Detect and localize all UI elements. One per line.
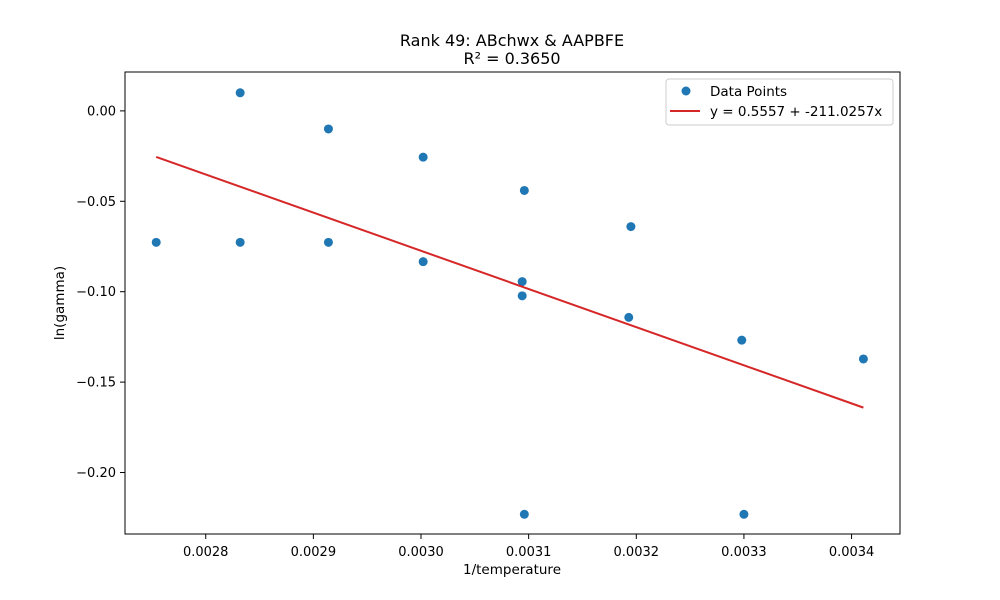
data-point (235, 237, 245, 247)
y-tick-label: 0.00 (87, 104, 116, 119)
y-tick-label: −0.15 (76, 376, 116, 391)
x-tick-label: 0.0032 (614, 545, 660, 560)
legend: Data Points y = 0.5557 + -211.0257x (665, 78, 894, 126)
y-tick-label: −0.20 (76, 466, 116, 481)
x-tick-label: 0.0033 (721, 545, 767, 560)
data-point (323, 237, 333, 247)
x-tick-label: 0.0029 (291, 545, 337, 560)
regression-line (155, 155, 864, 409)
x-axis-ticks: 0.0028 0.0029 0.0030 0.0031 0.0032 0.0033 0.00… (183, 534, 874, 560)
legend-marker-data-points (681, 86, 691, 96)
x-tick-label: 0.0030 (398, 545, 444, 560)
data-point (418, 152, 428, 162)
data-point (517, 291, 527, 301)
data-point (519, 185, 529, 195)
legend-label-fit-line: y = 0.5557 + -211.0257x (710, 104, 882, 120)
data-point (235, 88, 245, 98)
x-tick-label: 0.0034 (829, 545, 875, 560)
x-tick-label: 0.0028 (183, 545, 229, 560)
data-point (737, 335, 747, 345)
data-point (858, 354, 868, 364)
y-tick-label: −0.10 (76, 285, 116, 300)
data-point (624, 312, 634, 322)
chart-title: Rank 49: ABchwx & AAPBFE (400, 31, 624, 50)
data-point (739, 509, 749, 519)
legend-box (665, 78, 894, 126)
data-point (517, 277, 527, 287)
data-point (519, 509, 529, 519)
plot-frame (124, 71, 901, 535)
data-point (323, 124, 333, 134)
y-axis-ticks: 0.00 −0.05 −0.10 −0.15 −0.20 (76, 104, 125, 481)
y-tick-label: −0.05 (76, 195, 116, 210)
x-axis-label: 1/temperature (463, 562, 561, 578)
legend-label-data-points: Data Points (710, 84, 787, 100)
chart-subtitle: R² = 0.3650 (463, 49, 560, 68)
data-point (626, 222, 636, 232)
data-point (151, 237, 161, 247)
y-axis-label: ln(gamma) (52, 266, 68, 340)
series-layer (151, 88, 868, 519)
data-point (418, 257, 428, 267)
x-tick-label: 0.0031 (506, 545, 552, 560)
